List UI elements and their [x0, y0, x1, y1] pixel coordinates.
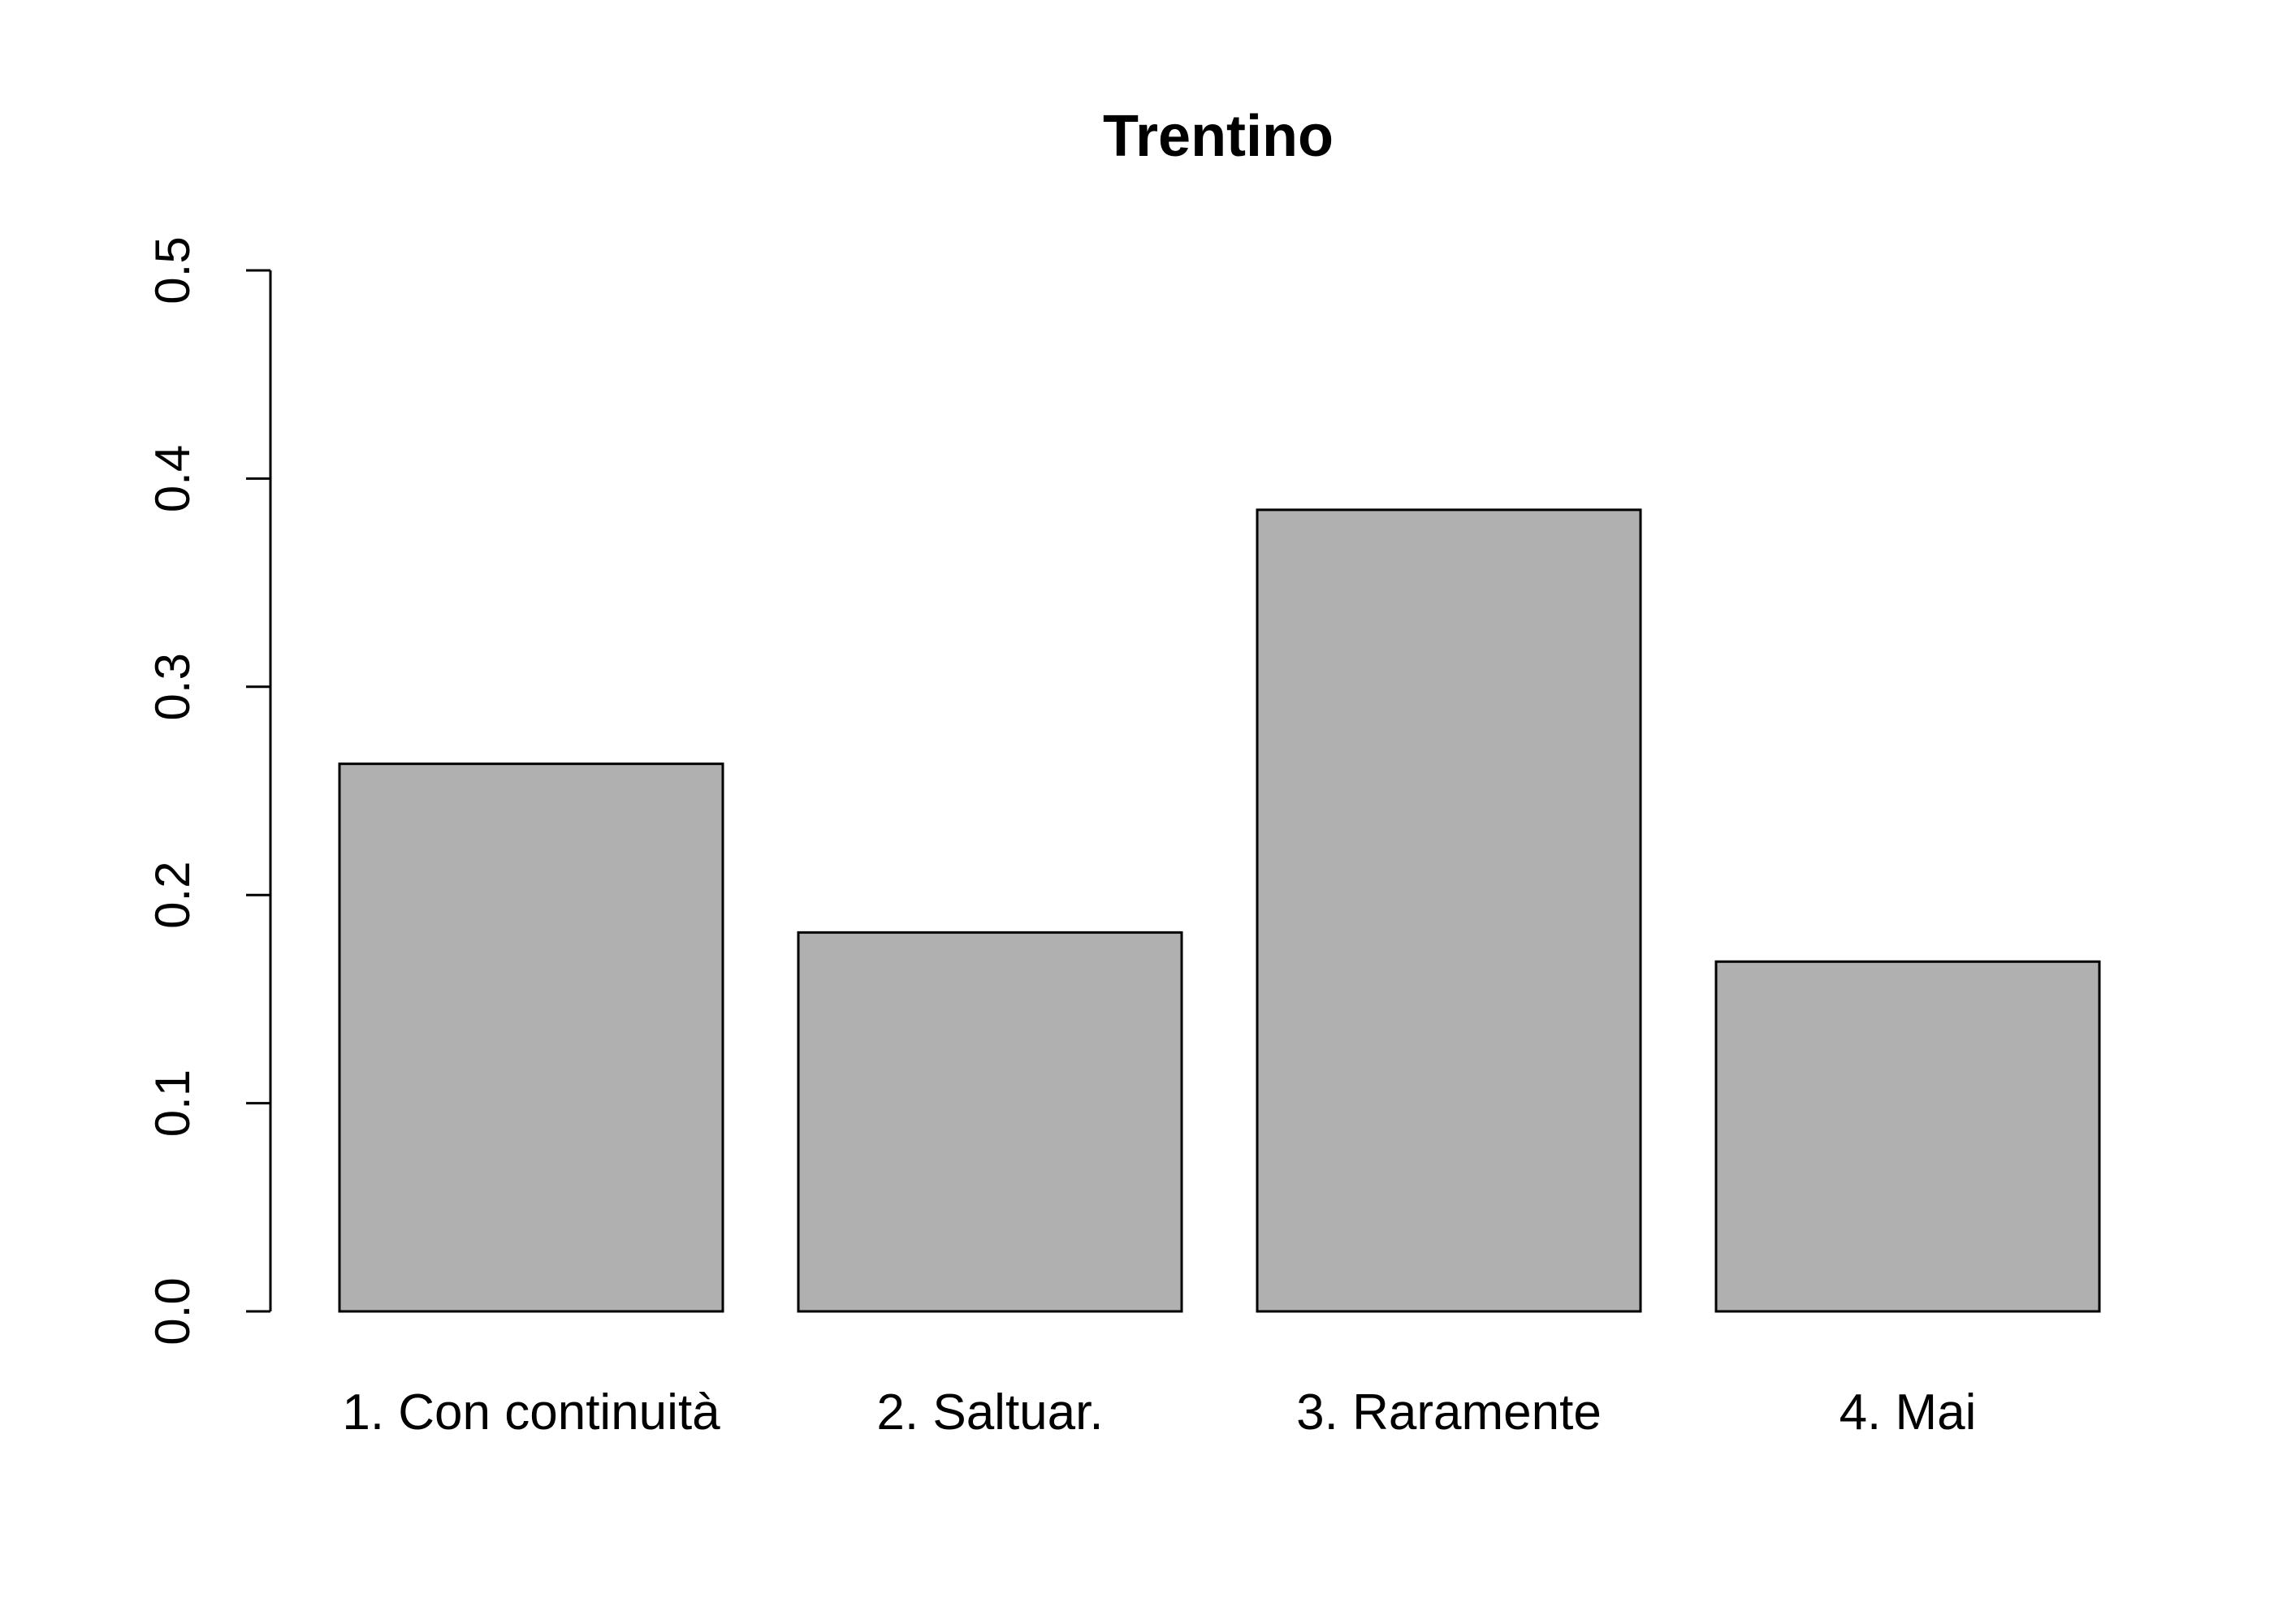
y-tick-label: 0.4	[145, 445, 200, 512]
y-axis: 0.0 0.1 0.2 0.3 0.4 0.5	[145, 236, 272, 1345]
bars	[338, 508, 2101, 1313]
bar	[338, 762, 724, 1313]
y-tick-label: 0.5	[145, 236, 200, 304]
chart-title: Trentino	[1103, 104, 1334, 169]
y-tick-label: 0.1	[145, 1069, 200, 1137]
x-tick-label: 2. Saltuar.	[876, 1384, 1103, 1440]
y-tick-label: 0.0	[145, 1277, 200, 1345]
x-tick-label: 4. Mai	[1840, 1384, 1977, 1440]
bar	[1714, 960, 2101, 1313]
x-axis-labels: 1. Con continuità 2. Saltuar. 3. Raramente…	[342, 1384, 1976, 1440]
x-tick-label: 1. Con continuità	[342, 1384, 720, 1440]
x-tick-label: 3. Raramente	[1296, 1384, 1602, 1440]
bar	[797, 931, 1183, 1313]
y-tick-label: 0.3	[145, 653, 200, 720]
bar	[1256, 508, 1642, 1313]
y-tick-label: 0.2	[145, 861, 200, 928]
